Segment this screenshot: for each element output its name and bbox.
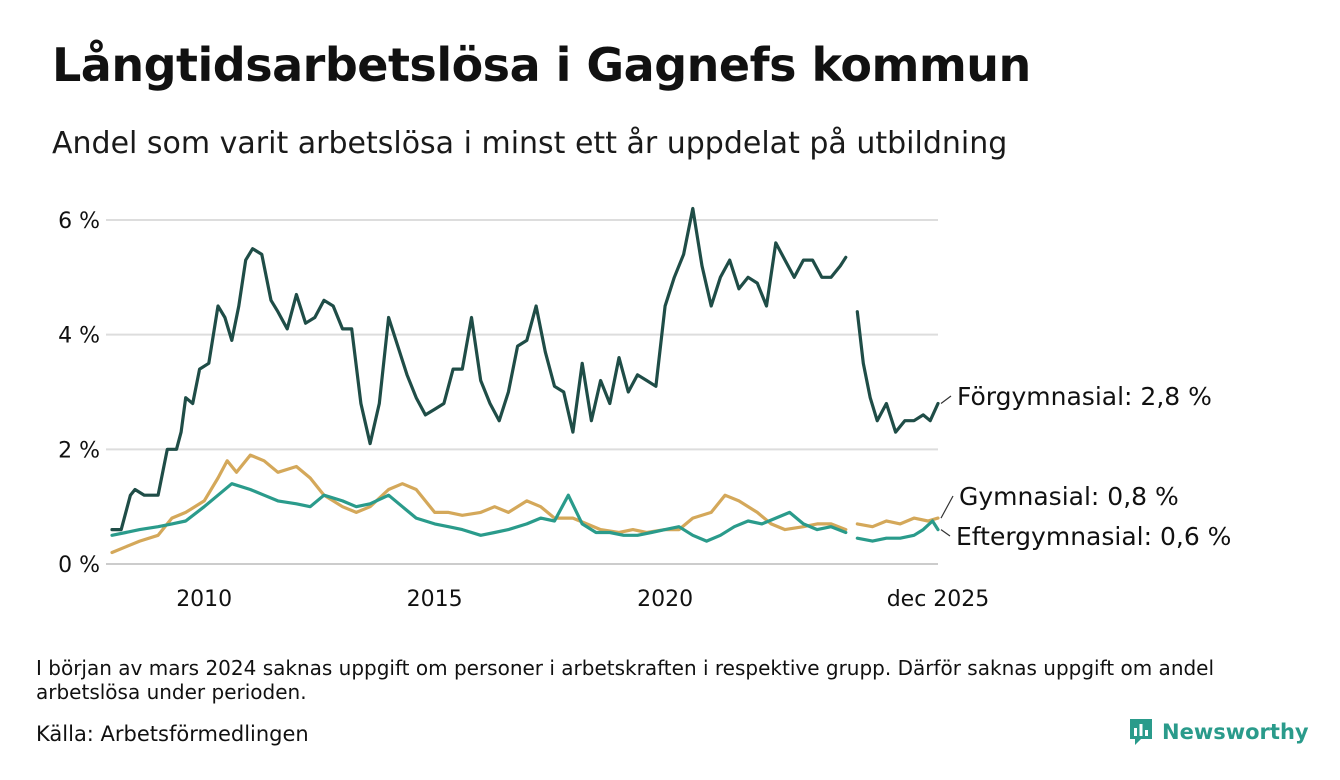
newsworthy-logo-icon: [1130, 719, 1152, 745]
source-credit: Källa: Arbetsförmedlingen: [36, 722, 309, 746]
end-label-gymnasial: Gymnasial: 0,8 %: [959, 482, 1179, 511]
chart-subtitle: Andel som varit arbetslösa i minst ett å…: [52, 126, 1008, 161]
line-chart: 0 % 2 % 4 % 6 % 2010 2015 2020 dec 2025 Förgymna…: [58, 206, 1231, 612]
end-label-leader: [940, 495, 954, 519]
end-label-leader: [940, 529, 951, 537]
series-line-eftergymnasial: [110, 482, 940, 543]
chart-title: Långtidsarbetslösa i Gagnefs kommun: [52, 38, 1031, 92]
y-tick-label: 0 %: [58, 553, 100, 578]
x-tick-label: 2015: [407, 587, 463, 612]
x-tick-label: dec 2025: [887, 587, 990, 612]
brand-logo: Newsworthy: [1128, 717, 1309, 747]
end-label-eftergymnasial: Eftergymnasial: 0,6 %: [956, 522, 1231, 551]
end-label-leader: [940, 395, 952, 404]
series-line-gymnasial: [110, 453, 940, 555]
footnote: I början av mars 2024 saknas uppgift om …: [36, 656, 1215, 704]
end-label-förgymnasial: Förgymnasial: 2,8 %: [957, 382, 1212, 411]
x-tick-label: 2010: [176, 587, 232, 612]
y-tick-label: 6 %: [58, 209, 100, 234]
brand-name: Newsworthy: [1162, 720, 1309, 744]
y-tick-label: 4 %: [58, 324, 100, 349]
x-tick-label: 2020: [637, 587, 693, 612]
y-tick-label: 2 %: [58, 438, 100, 463]
series-line-förgymnasial: [110, 206, 940, 532]
